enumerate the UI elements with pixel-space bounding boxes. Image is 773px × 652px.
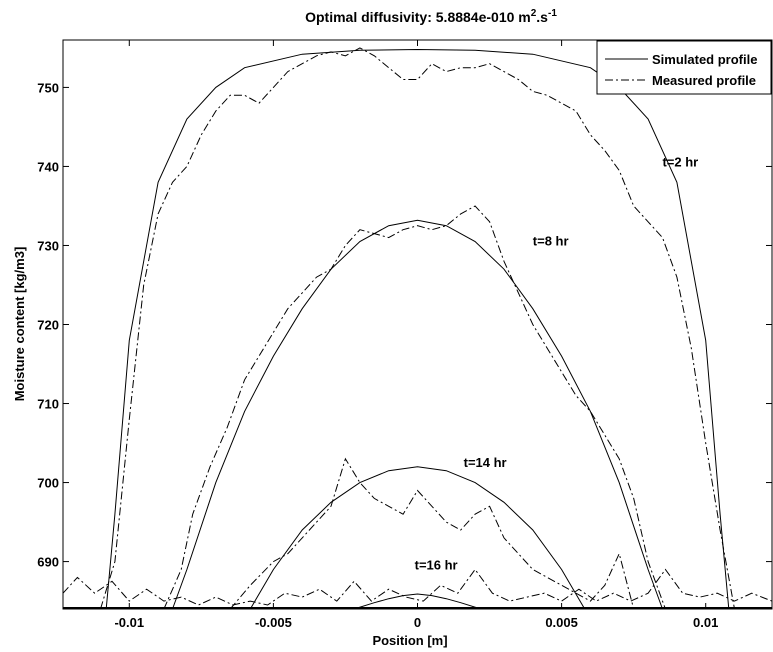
chart-title-main: Optimal diffusivity: 5.8884e-010 m xyxy=(305,9,531,25)
x-tick-label-3: 0.005 xyxy=(545,615,578,630)
legend-label-simulated: Simulated profile xyxy=(652,52,757,67)
simulated-profile-line-2 xyxy=(249,466,586,610)
time-label-3: t=16 hr xyxy=(415,557,458,572)
x-tick-label-0: -0.01 xyxy=(114,615,144,630)
y-tick-label-6: 750 xyxy=(37,80,59,95)
simulated-profile-line-3 xyxy=(353,593,482,610)
measured-profile-line-1 xyxy=(163,205,666,610)
y-tick-label-0: 690 xyxy=(37,555,59,570)
chart-title: Optimal diffusivity: 5.8884e-010 m2.s-1 xyxy=(305,8,557,25)
x-tick-label-2: 0 xyxy=(414,615,421,630)
x-tick-label-1: -0.005 xyxy=(255,615,292,630)
measured-profile-line-3 xyxy=(62,568,773,606)
y-tick-label-3: 720 xyxy=(37,318,59,333)
measured-profile-line-2 xyxy=(229,457,635,610)
legend-label-measured: Measured profile xyxy=(652,73,756,88)
chart-title-sup-2: -1 xyxy=(548,8,557,19)
x-axis-title: Position [m] xyxy=(372,633,447,648)
chart-title-mid: .s xyxy=(536,9,548,25)
simulated-profile-line-1 xyxy=(172,219,663,610)
chart-title-sup-1: 2 xyxy=(531,8,537,19)
legend-box xyxy=(596,40,772,95)
simulated-profile-line-0 xyxy=(105,48,730,610)
time-label-2: t=14 hr xyxy=(464,455,507,470)
series-layer xyxy=(62,47,773,610)
y-axis-title: Moisture content [kg/m3] xyxy=(12,247,27,402)
annotations-layer: t=2 hr t=8 hr t=14 hr t=16 hr xyxy=(415,154,699,572)
y-tick-label-2: 710 xyxy=(37,397,59,412)
y-tick-label-5: 740 xyxy=(37,159,59,174)
legend: Simulated profile Measured profile xyxy=(596,40,772,95)
measured-profile-line-0 xyxy=(100,47,735,610)
time-label-0: t=2 hr xyxy=(662,154,698,169)
axis-ticks: -0.01 -0.005 0 0.005 0.01 690 700 710 720 730 740 7… xyxy=(37,40,772,630)
x-tick-label-4: 0.01 xyxy=(693,615,718,630)
time-label-1: t=8 hr xyxy=(533,233,569,248)
y-tick-label-4: 730 xyxy=(37,238,59,253)
y-tick-label-1: 700 xyxy=(37,476,59,491)
